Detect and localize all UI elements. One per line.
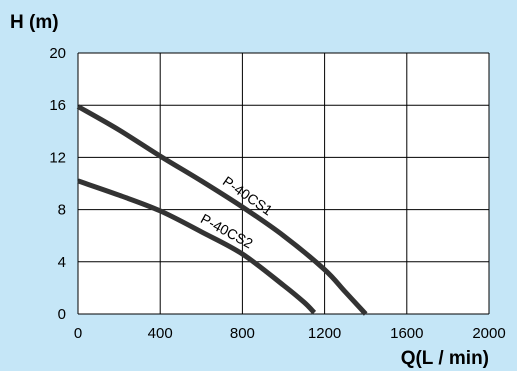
tick-labels: 0 400 800 1200 1600 2000 0 4 8 12 16 20 <box>49 45 505 342</box>
grid <box>77 52 490 315</box>
y-tick-label: 8 <box>58 202 66 219</box>
y-tick-label: 20 <box>49 45 66 62</box>
y-axis-title: H (m) <box>10 12 59 33</box>
plot-background <box>78 53 489 314</box>
x-tick-label: 0 <box>74 325 82 342</box>
y-tick-label: 4 <box>58 254 66 271</box>
y-tick-label: 16 <box>49 97 66 114</box>
x-tick-label: 2000 <box>472 325 505 342</box>
y-tick-label: 12 <box>49 149 66 166</box>
y-tick-label: 0 <box>58 306 66 323</box>
x-tick-label: 1200 <box>308 325 341 342</box>
curves <box>76 104 368 316</box>
curve-p-40cs1 <box>76 104 368 316</box>
x-tick-label: 800 <box>230 325 255 342</box>
x-axis-title: Q(L / min) <box>401 348 489 369</box>
x-tick-label: 1600 <box>390 325 423 342</box>
curve-p-40cs2 <box>77 178 317 315</box>
x-tick-label: 400 <box>148 325 173 342</box>
